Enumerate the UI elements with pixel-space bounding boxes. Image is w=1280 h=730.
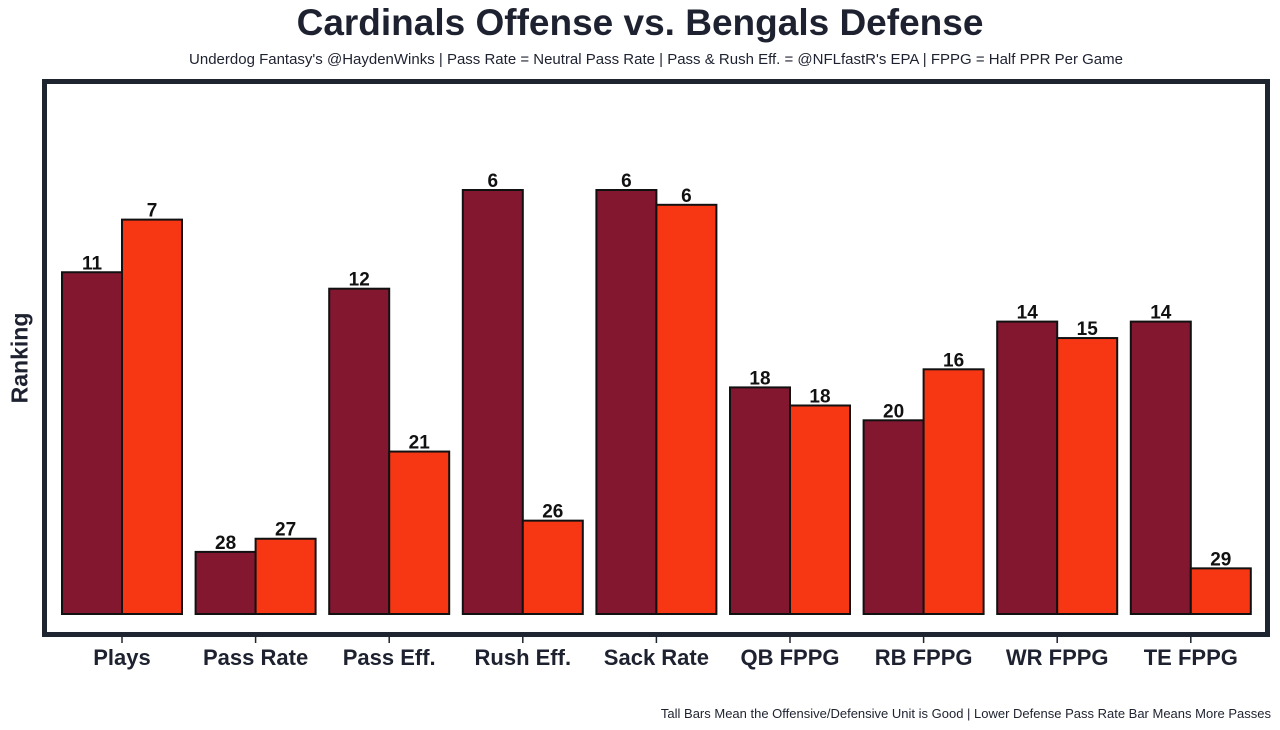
offense-bar-rush-eff xyxy=(461,189,524,615)
data-label: 26 xyxy=(542,502,563,523)
data-label: 21 xyxy=(409,433,431,454)
chart-subtitle: Underdog Fantasy's @HaydenWinks | Pass R… xyxy=(189,51,1123,68)
defense-bar-sack-rate xyxy=(655,203,718,615)
data-label: 15 xyxy=(1077,319,1099,340)
x-tick-label: Pass Rate xyxy=(203,645,308,670)
x-tick-label: TE FPPG xyxy=(1144,645,1238,670)
offense-bar-sack-rate xyxy=(595,189,658,615)
x-tick-label: Rush Eff. xyxy=(475,645,572,670)
data-label: 28 xyxy=(215,533,236,554)
data-label: 6 xyxy=(621,171,632,192)
defense-bar-pass-eff xyxy=(388,450,451,615)
plot-frame xyxy=(42,79,1270,637)
offense-bar-plays xyxy=(61,271,123,615)
defense-bar-pass-rate xyxy=(254,537,317,615)
defense-bar-qb-fppg xyxy=(789,404,851,615)
x-tick-label: Plays xyxy=(93,645,151,670)
data-label: 7 xyxy=(147,201,158,222)
chart-footnote: Tall Bars Mean the Offensive/Defensive U… xyxy=(660,706,1271,721)
offense-bar-qb-fppg xyxy=(729,386,791,615)
offense-bar-pass-rate xyxy=(194,550,257,616)
data-label: 12 xyxy=(349,270,370,291)
data-label: 6 xyxy=(488,171,499,192)
x-tick-label: RB FPPG xyxy=(875,645,973,670)
data-label: 14 xyxy=(1150,303,1172,324)
data-label: 18 xyxy=(809,386,830,407)
data-label: 6 xyxy=(681,186,692,207)
offense-bar-wr-fppg xyxy=(996,320,1059,615)
defense-bar-plays xyxy=(121,218,183,616)
data-label: 18 xyxy=(749,368,770,389)
data-label: 11 xyxy=(82,253,103,274)
defense-bar-rb-fppg xyxy=(922,368,985,615)
offense-bar-rb-fppg xyxy=(862,419,925,615)
offense-bar-pass-eff xyxy=(328,287,391,615)
x-tick-label: QB FPPG xyxy=(740,645,839,670)
data-label: 16 xyxy=(943,350,964,371)
data-label: 29 xyxy=(1210,549,1231,570)
chart-title: Cardinals Offense vs. Bengals Defense xyxy=(296,2,984,43)
x-tick-label: Sack Rate xyxy=(604,645,709,670)
defense-bar-te-fppg xyxy=(1189,567,1252,615)
defense-bar-wr-fppg xyxy=(1056,337,1119,615)
offense-bar-te-fppg xyxy=(1129,320,1192,615)
data-label: 20 xyxy=(883,401,904,422)
data-label: 14 xyxy=(1017,303,1039,324)
x-tick-label: WR FPPG xyxy=(1006,645,1109,670)
x-tick-label: Pass Eff. xyxy=(343,645,436,670)
data-label: 27 xyxy=(275,520,296,541)
defense-bar-rush-eff xyxy=(521,519,584,616)
